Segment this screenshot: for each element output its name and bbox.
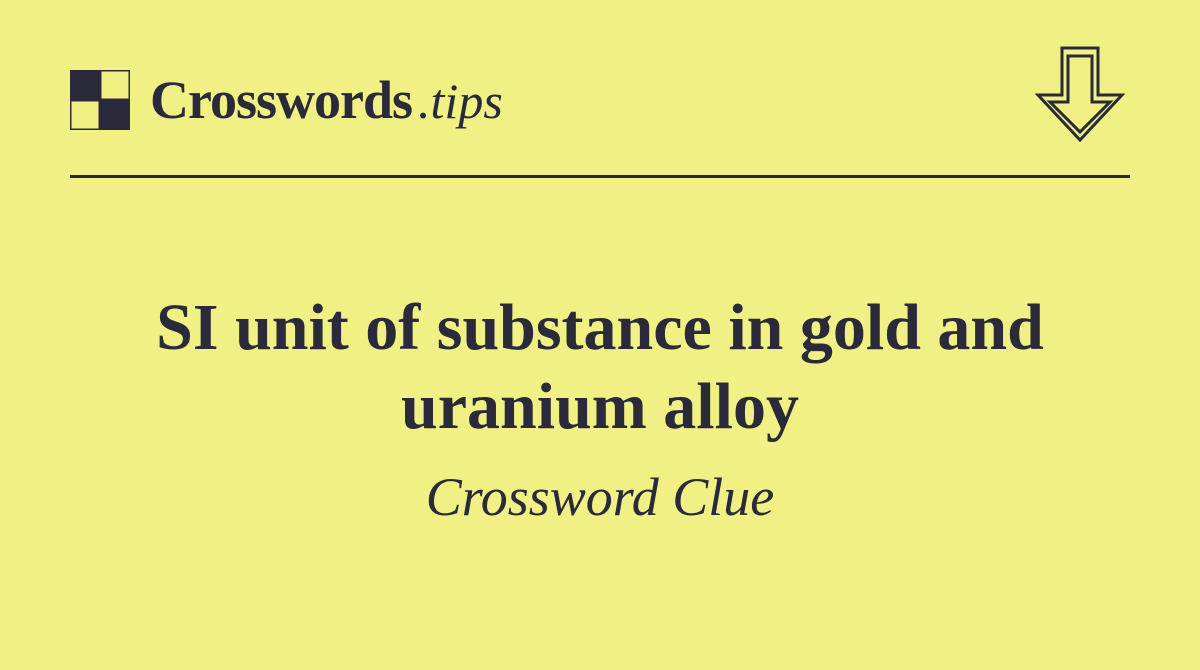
down-arrow-icon xyxy=(1030,40,1130,160)
logo-main-text: Crosswords xyxy=(150,69,412,131)
logo-text: Crosswords .tips xyxy=(150,69,503,131)
crossword-logo-icon xyxy=(70,70,130,130)
main-content: SI unit of substance in gold and uranium… xyxy=(0,178,1200,528)
header: Crosswords .tips xyxy=(0,0,1200,160)
clue-heading: SI unit of substance in gold and uranium… xyxy=(70,288,1130,446)
logo-suffix-text: .tips xyxy=(418,72,503,130)
clue-subtitle: Crossword Clue xyxy=(70,466,1130,528)
logo-section: Crosswords .tips xyxy=(70,69,503,131)
